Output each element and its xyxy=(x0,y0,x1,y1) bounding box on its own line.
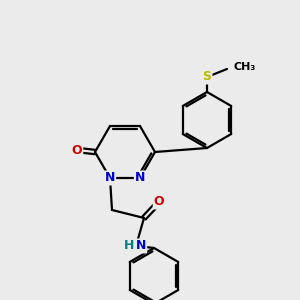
Text: H: H xyxy=(124,239,134,253)
Text: N: N xyxy=(136,239,146,253)
Text: N: N xyxy=(105,172,115,184)
Text: CH₃: CH₃ xyxy=(234,62,256,72)
Text: O: O xyxy=(154,196,164,208)
Text: O: O xyxy=(72,143,82,157)
Text: S: S xyxy=(202,70,211,83)
Text: N: N xyxy=(135,172,145,184)
